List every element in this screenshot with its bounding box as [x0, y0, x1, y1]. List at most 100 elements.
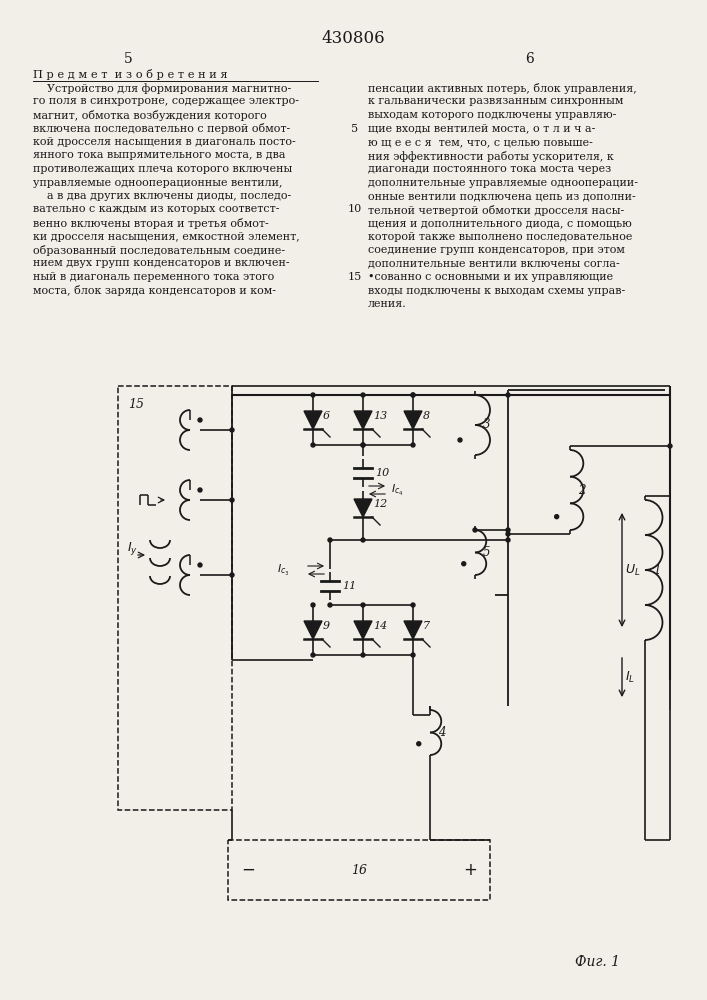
Text: ный в диагональ переменного тока этого: ный в диагональ переменного тока этого	[33, 272, 274, 282]
Circle shape	[411, 393, 415, 397]
Text: венно включены вторая и третья обмот-: венно включены вторая и третья обмот-	[33, 218, 269, 229]
Text: 11: 11	[342, 581, 356, 591]
Circle shape	[311, 603, 315, 607]
Circle shape	[411, 653, 415, 657]
Text: а в два других включены диоды, последо-: а в два других включены диоды, последо-	[33, 191, 291, 201]
Text: 5: 5	[351, 123, 358, 133]
Circle shape	[361, 443, 365, 447]
Text: онные вентили подключена цепь из дополни-: онные вентили подключена цепь из дополни…	[368, 191, 636, 201]
Text: 15: 15	[348, 272, 362, 282]
Circle shape	[198, 488, 202, 492]
Polygon shape	[354, 499, 372, 517]
Circle shape	[506, 538, 510, 542]
Circle shape	[458, 438, 462, 442]
Text: входы подключены к выходам схемы управ-: входы подключены к выходам схемы управ-	[368, 286, 625, 296]
Text: ления.: ления.	[368, 299, 407, 309]
Text: диагонади постоянного тока моста через: диагонади постоянного тока моста через	[368, 164, 611, 174]
Circle shape	[473, 528, 477, 532]
Text: $I_{c_4}$: $I_{c_4}$	[391, 482, 404, 498]
Text: моста, блок заряда конденсаторов и ком-: моста, блок заряда конденсаторов и ком-	[33, 286, 276, 296]
Circle shape	[462, 562, 466, 566]
Circle shape	[506, 393, 510, 397]
Text: дополнительные вентили включены согла-: дополнительные вентили включены согла-	[368, 258, 620, 268]
Text: 5: 5	[124, 52, 132, 66]
Circle shape	[328, 603, 332, 607]
Circle shape	[416, 742, 421, 746]
Text: дополнительные управляемые однооперации-: дополнительные управляемые однооперации-	[368, 178, 638, 188]
Circle shape	[311, 653, 315, 657]
Polygon shape	[354, 411, 372, 429]
Text: щие входы вентилей моста, о т л и ч а-: щие входы вентилей моста, о т л и ч а-	[368, 123, 595, 133]
Text: П р е д м е т  и з о б р е т е н и я: П р е д м е т и з о б р е т е н и я	[33, 69, 228, 80]
Polygon shape	[304, 621, 322, 639]
Text: к гальванически развязанным синхронным: к гальванически развязанным синхронным	[368, 97, 624, 106]
Text: образованный последовательным соедине-: образованный последовательным соедине-	[33, 245, 285, 256]
Text: соединение групп конденсаторов, при этом: соединение групп конденсаторов, при этом	[368, 245, 625, 255]
Text: которой также выполнено последовательное: которой также выполнено последовательное	[368, 232, 632, 241]
Text: 7: 7	[423, 621, 430, 631]
Text: 8: 8	[423, 411, 430, 421]
Circle shape	[506, 528, 510, 532]
Text: янного тока выпрямительного моста, в два: янного тока выпрямительного моста, в два	[33, 150, 286, 160]
Circle shape	[411, 443, 415, 447]
Text: −: −	[241, 861, 255, 879]
Text: $U_L$: $U_L$	[625, 562, 641, 578]
Text: ния эффективности работы ускорителя, к: ния эффективности работы ускорителя, к	[368, 150, 614, 161]
Circle shape	[361, 443, 365, 447]
Text: Фиг. 1: Фиг. 1	[575, 955, 620, 969]
Text: тельной четвертой обмотки дросселя насы-: тельной четвертой обмотки дросселя насы-	[368, 205, 624, 216]
Circle shape	[361, 603, 365, 607]
Text: 16: 16	[351, 863, 367, 876]
Text: вательно с каждым из которых соответст-: вательно с каждым из которых соответст-	[33, 205, 279, 215]
Text: магнит, обмотка возбуждения которого: магнит, обмотка возбуждения которого	[33, 110, 267, 121]
Circle shape	[361, 653, 365, 657]
Circle shape	[198, 418, 202, 422]
Text: 5: 5	[483, 546, 491, 558]
Polygon shape	[404, 621, 422, 639]
Text: щения и дополнительного диода, с помощью: щения и дополнительного диода, с помощью	[368, 218, 632, 228]
Text: $I_y$: $I_y$	[127, 540, 137, 557]
Circle shape	[668, 444, 672, 448]
Polygon shape	[304, 411, 322, 429]
Circle shape	[361, 393, 365, 397]
Text: пенсации активных потерь, блок управления,: пенсации активных потерь, блок управлени…	[368, 83, 637, 94]
Text: выходам которого подключены управляю-: выходам которого подключены управляю-	[368, 110, 617, 120]
Polygon shape	[404, 411, 422, 429]
Circle shape	[230, 573, 234, 577]
Text: 12: 12	[373, 499, 387, 509]
Text: ки дросселя насыщения, емкостной элемент,: ки дросселя насыщения, емкостной элемент…	[33, 232, 300, 241]
Text: 9: 9	[323, 621, 330, 631]
Text: го поля в синхротроне, содержащее электро-: го поля в синхротроне, содержащее электр…	[33, 97, 299, 106]
Text: $I_{c_3}$: $I_{c_3}$	[277, 562, 290, 578]
Text: 1: 1	[653, 564, 660, 576]
Text: 4: 4	[438, 726, 445, 738]
Text: 6: 6	[323, 411, 330, 421]
Text: 430806: 430806	[321, 30, 385, 47]
Circle shape	[555, 515, 559, 519]
Text: •сованно с основными и их управляющие: •сованно с основными и их управляющие	[368, 272, 613, 282]
Text: кой дросселя насыщения в диагональ посто-: кой дросселя насыщения в диагональ посто…	[33, 137, 296, 147]
Text: ю щ е е с я  тем, что, с целью повыше-: ю щ е е с я тем, что, с целью повыше-	[368, 137, 593, 147]
Text: $I_L$: $I_L$	[625, 669, 635, 685]
Text: 15: 15	[128, 398, 144, 411]
Circle shape	[506, 532, 510, 536]
Text: управляемые однооперационные вентили,: управляемые однооперационные вентили,	[33, 178, 283, 188]
Text: включена последовательно с первой обмот-: включена последовательно с первой обмот-	[33, 123, 291, 134]
Text: 2: 2	[578, 484, 585, 496]
Text: 3: 3	[483, 418, 491, 432]
Text: 10: 10	[375, 468, 390, 478]
Polygon shape	[354, 621, 372, 639]
Circle shape	[411, 393, 415, 397]
Circle shape	[311, 393, 315, 397]
Text: противолежащих плеча которого включены: противолежащих плеча которого включены	[33, 164, 292, 174]
Text: 13: 13	[373, 411, 387, 421]
Circle shape	[361, 538, 365, 542]
Bar	[118, 386, 232, 810]
Circle shape	[311, 443, 315, 447]
Text: 10: 10	[348, 205, 362, 215]
Circle shape	[328, 538, 332, 542]
Circle shape	[230, 428, 234, 432]
Text: +: +	[463, 861, 477, 879]
Circle shape	[411, 603, 415, 607]
Text: Устройство для формирования магнитно-: Устройство для формирования магнитно-	[33, 83, 291, 94]
